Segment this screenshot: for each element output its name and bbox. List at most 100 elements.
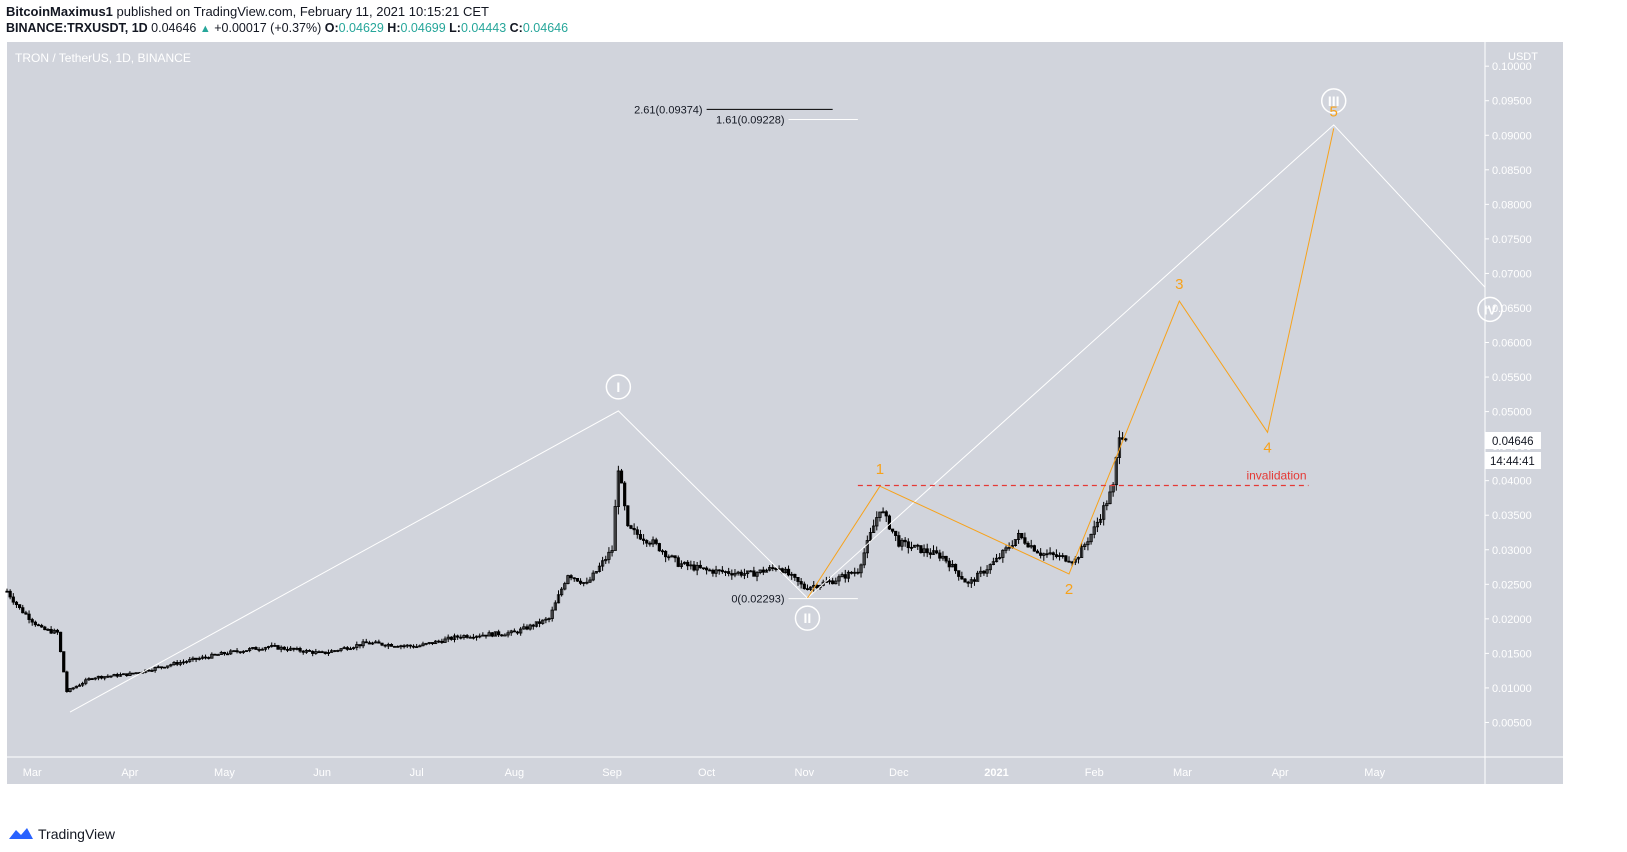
candle-body — [849, 571, 854, 574]
candle-body — [207, 657, 211, 659]
y-tick-label: 0.06000 — [1492, 338, 1532, 350]
candle-body — [364, 641, 368, 644]
candle-body — [115, 674, 119, 677]
candle-body — [654, 539, 658, 544]
open-label: O: — [324, 21, 339, 35]
candle-body — [670, 555, 674, 558]
candle-body — [1067, 560, 1071, 563]
candle-body — [796, 577, 800, 582]
plot-area[interactable] — [7, 42, 1485, 757]
candle-body — [682, 561, 687, 565]
candle-body — [36, 624, 41, 627]
candle-body — [484, 634, 488, 637]
candle-body — [522, 626, 526, 630]
invalidation-label: invalidation — [1246, 469, 1306, 483]
candle-body — [1029, 545, 1033, 548]
candle-body — [21, 607, 25, 614]
candle-body — [635, 529, 639, 535]
x-tick-label: Apr — [121, 767, 138, 779]
candle-body — [686, 561, 690, 567]
x-tick-label: Mar — [23, 767, 42, 779]
x-tick-label: May — [1364, 767, 1385, 779]
candle-body — [1064, 555, 1068, 562]
candle-body — [664, 550, 668, 558]
candle-body — [884, 511, 888, 517]
candle-body — [528, 624, 532, 630]
candle-body — [449, 636, 453, 640]
candle-body — [333, 650, 337, 652]
candle-body — [890, 528, 895, 532]
candle-body — [254, 647, 258, 650]
candle-body — [578, 580, 583, 584]
candle-body — [367, 642, 372, 645]
candle-body — [985, 569, 989, 574]
y-tick-label: 0.08500 — [1492, 165, 1532, 177]
y-tick-label: 0.01500 — [1492, 648, 1532, 660]
candle-body — [657, 543, 661, 552]
candle-body — [84, 679, 88, 684]
countdown-text: 14:44:41 — [1490, 456, 1535, 468]
y-tick-label: 0.09000 — [1492, 130, 1532, 142]
candle-body — [764, 569, 769, 573]
candle-body — [840, 574, 844, 578]
candle-body — [96, 675, 100, 679]
candle-body — [619, 470, 624, 484]
candle-body — [1001, 549, 1005, 558]
candle-body — [329, 650, 334, 653]
candle-body — [352, 647, 356, 650]
candle-body — [572, 577, 576, 580]
candle-body — [289, 647, 293, 651]
candle-body — [515, 631, 520, 634]
candle-body — [720, 569, 724, 573]
candle-body — [651, 539, 655, 545]
x-tick-label: Apr — [1272, 767, 1289, 779]
time-axis[interactable] — [7, 757, 1563, 784]
candle-body — [745, 570, 750, 575]
candle-body — [162, 666, 167, 669]
candle-body — [348, 648, 353, 651]
high-label: H: — [387, 21, 401, 35]
candle-body — [424, 642, 428, 645]
close-label: C: — [509, 21, 523, 35]
candle-body — [922, 548, 926, 554]
candle-body — [705, 567, 709, 571]
candle-body — [109, 675, 113, 678]
candle-body — [197, 657, 201, 660]
candle-body — [976, 572, 980, 582]
candle-body — [118, 674, 123, 677]
candle-body — [925, 548, 929, 554]
candle-body — [493, 631, 498, 637]
candle-body — [481, 634, 485, 637]
candle-body — [181, 661, 186, 664]
wave-label: 2 — [1065, 581, 1073, 598]
candle-body — [1095, 521, 1099, 528]
author-name[interactable]: BitcoinMaximus1 — [6, 4, 113, 19]
candle-body — [437, 640, 441, 643]
candle-body — [427, 642, 431, 644]
candle-body — [878, 511, 882, 518]
price-axis[interactable] — [1485, 42, 1563, 757]
candle-body — [928, 552, 932, 555]
candle-body — [241, 650, 245, 653]
candle-body — [667, 556, 671, 559]
low-value: 0.04443 — [460, 21, 507, 35]
publisher-line: BitcoinMaximus1 published on TradingView… — [6, 4, 489, 19]
candle-body — [440, 640, 444, 643]
candle-body — [65, 671, 69, 692]
candle-body — [547, 618, 551, 620]
candle-body — [1061, 555, 1065, 557]
candle-body — [112, 674, 116, 677]
candle-body — [471, 636, 476, 639]
candle-body — [99, 675, 104, 679]
x-tick-label: Aug — [505, 767, 525, 779]
candle-body — [645, 540, 649, 544]
tradingview-logo[interactable]: TradingView — [8, 826, 115, 842]
candle-body — [408, 644, 412, 647]
candle-body — [103, 676, 107, 679]
candle-body — [1051, 552, 1055, 556]
candle-body — [478, 635, 482, 638]
candle-body — [210, 653, 214, 659]
candle-body — [1089, 533, 1093, 543]
candle-body — [758, 569, 762, 573]
